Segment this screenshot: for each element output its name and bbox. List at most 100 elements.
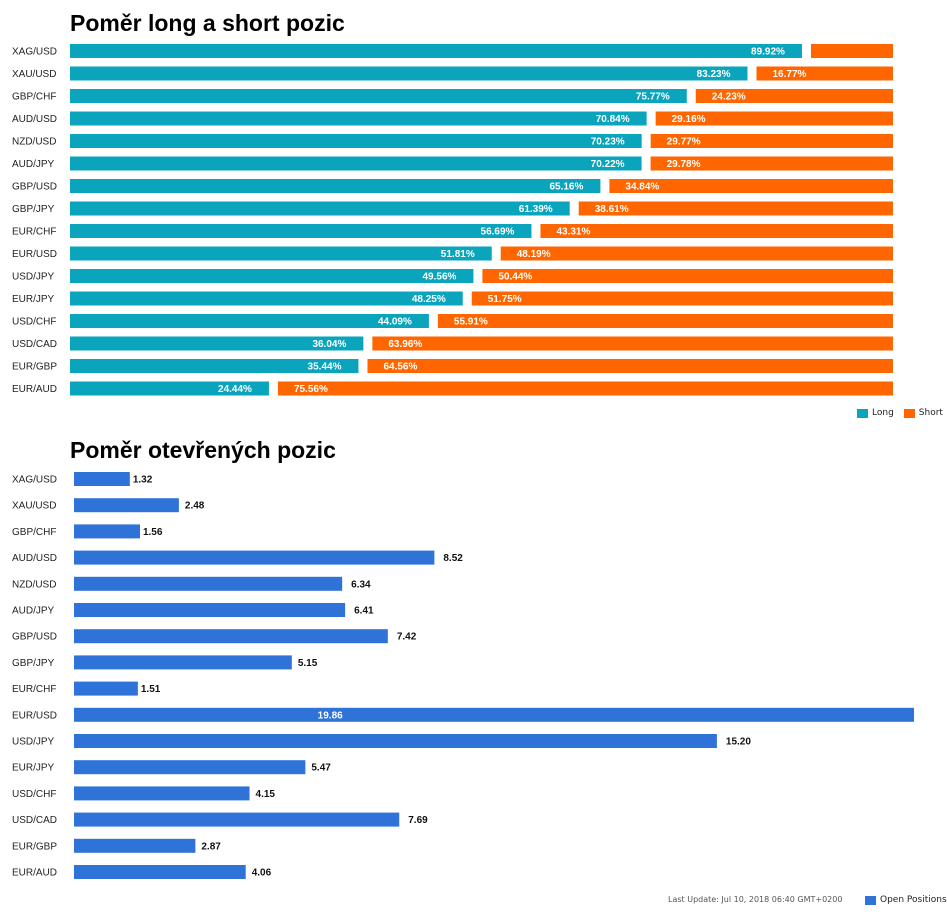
short-bar-eur-aud [277, 381, 893, 396]
legend-short-swatch [903, 408, 915, 418]
category-label-aud-jpy: AUD/JPY [12, 159, 55, 170]
long-label-eur-usd: 51.81% [441, 249, 475, 260]
last-update-text: Last Update: Jul 10, 2018 06:40 GMT+0200 [668, 895, 843, 904]
category-label-eur-aud: EUR/AUD [12, 384, 57, 395]
value-label-eur-chf: 1.51 [141, 684, 161, 695]
category-label-gbp-usd: GBP/USD [12, 182, 57, 193]
short-label-aud-usd: 29.16% [672, 114, 706, 125]
category-label-usd-cad: USD/CAD [12, 339, 57, 350]
long-bar-gbp-usd [70, 179, 601, 193]
short-bar-xag-usd [810, 44, 893, 58]
value-label-eur-aud: 4.06 [252, 868, 272, 879]
short-bar-usd-chf [437, 314, 893, 328]
long-label-xau-usd: 83.23% [697, 69, 731, 80]
category-label-xag-usd: XAG/USD [12, 475, 57, 486]
short-bar-usd-cad [372, 336, 893, 351]
short-label-usd-jpy: 50.44% [498, 272, 532, 283]
category-label-xau-usd: XAU/USD [12, 501, 56, 512]
short-label-gbp-chf: 24.23% [712, 92, 746, 103]
open-positions-bar-nzd-usd [74, 576, 343, 591]
category-label-gbp-chf: GBP/CHF [12, 527, 56, 538]
open-positions-bar-aud-jpy [74, 603, 346, 617]
long-short-chart-title: Poměr long a short pozic [70, 10, 345, 36]
category-label-eur-gbp: EUR/GBP [12, 362, 57, 373]
long-label-eur-aud: 24.44% [218, 384, 252, 395]
long-label-usd-chf: 44.09% [378, 317, 412, 328]
category-label-gbp-usd: GBP/USD [12, 632, 57, 643]
short-bar-nzd-usd [650, 134, 893, 148]
value-label-usd-jpy: 15.20 [726, 737, 751, 748]
short-label-usd-chf: 55.91% [454, 317, 488, 328]
category-label-usd-chf: USD/CHF [12, 789, 56, 800]
short-label-eur-aud: 75.56% [294, 384, 328, 395]
long-bar-eur-aud [70, 381, 269, 396]
long-bar-usd-cad [70, 336, 364, 351]
long-label-usd-cad: 36.04% [312, 339, 346, 350]
long-bar-xau-usd [70, 66, 748, 81]
value-label-aud-usd: 8.52 [443, 553, 463, 564]
long-label-nzd-usd: 70.23% [591, 137, 625, 148]
value-label-xau-usd: 2.48 [185, 501, 205, 512]
short-label-eur-chf: 43.31% [556, 227, 590, 238]
category-label-nzd-usd: NZD/USD [12, 137, 56, 148]
short-label-xau-usd: 16.77% [772, 69, 806, 80]
short-bar-xau-usd [756, 66, 893, 81]
category-label-eur-gbp: EUR/GBP [12, 841, 57, 852]
open-positions-bar-gbp-usd [74, 629, 388, 644]
long-label-xag-usd: 89.92% [751, 47, 785, 58]
long-bar-gbp-chf [70, 89, 687, 103]
category-label-eur-chf: EUR/CHF [12, 227, 56, 238]
value-label-eur-gbp: 2.87 [201, 841, 221, 852]
category-label-eur-usd: EUR/USD [12, 249, 57, 260]
category-label-usd-jpy: USD/JPY [12, 737, 55, 748]
long-bar-usd-jpy [70, 269, 474, 283]
legend-open-positions-label: Open Positions [880, 895, 947, 905]
open-positions-chart-title: Poměr otevřených pozic [70, 437, 336, 463]
short-bar-gbp-usd [609, 179, 893, 193]
open-positions-bar-gbp-jpy [74, 655, 292, 670]
open-positions-bar-usd-jpy [74, 734, 717, 748]
short-label-usd-cad: 63.96% [388, 339, 422, 350]
short-bar-gbp-chf [695, 89, 893, 103]
legend-long-swatch [857, 408, 868, 418]
legend-long-label: Long [872, 408, 894, 418]
open-positions-bar-gbp-chf [74, 524, 140, 539]
value-label-usd-cad: 7.69 [408, 815, 428, 826]
long-label-aud-jpy: 70.22% [591, 159, 625, 170]
category-label-gbp-jpy: GBP/JPY [12, 658, 55, 669]
short-label-eur-usd: 48.19% [517, 249, 551, 260]
category-label-gbp-jpy: GBP/JPY [12, 204, 55, 215]
open-positions-bar-eur-gbp [74, 838, 196, 853]
short-bar-eur-usd [500, 246, 893, 261]
category-label-usd-chf: USD/CHF [12, 317, 56, 328]
short-bar-aud-usd [655, 111, 893, 126]
category-label-usd-cad: USD/CAD [12, 815, 57, 826]
category-label-xau-usd: XAU/USD [12, 69, 56, 80]
value-label-eur-jpy: 5.47 [311, 763, 331, 774]
long-bar-eur-usd [70, 246, 492, 261]
category-label-xag-usd: XAG/USD [12, 47, 57, 58]
short-label-nzd-usd: 29.77% [667, 137, 701, 148]
short-label-eur-jpy: 51.75% [488, 294, 522, 305]
open-positions-bar-usd-chf [74, 786, 250, 801]
long-label-eur-jpy: 48.25% [412, 294, 446, 305]
short-bar-eur-jpy [471, 291, 893, 306]
legend-short-label: Short [918, 408, 943, 418]
long-bar-eur-chf [70, 224, 532, 238]
short-label-gbp-usd: 34.84% [625, 182, 659, 193]
category-label-eur-jpy: EUR/JPY [12, 294, 55, 305]
category-label-usd-jpy: USD/JPY [12, 272, 55, 283]
long-bar-xag-usd [70, 44, 802, 58]
long-label-eur-chf: 56.69% [481, 227, 515, 238]
open-positions-bar-xag-usd [74, 472, 130, 486]
long-bar-nzd-usd [70, 134, 642, 148]
long-bar-eur-gbp [70, 359, 359, 373]
long-label-eur-gbp: 35.44% [308, 362, 342, 373]
short-bar-eur-chf [540, 224, 893, 238]
category-label-gbp-chf: GBP/CHF [12, 92, 56, 103]
open-positions-chart: XAG/USD 1.32 XAU/USD 2.48 GBP/CHF 1.56 AUD/USD… [12, 472, 914, 879]
open-positions-bar-eur-jpy [74, 760, 306, 775]
long-label-gbp-jpy: 61.39% [519, 204, 553, 215]
long-label-gbp-usd: 65.16% [549, 182, 583, 193]
long-label-gbp-chf: 75.77% [636, 92, 670, 103]
